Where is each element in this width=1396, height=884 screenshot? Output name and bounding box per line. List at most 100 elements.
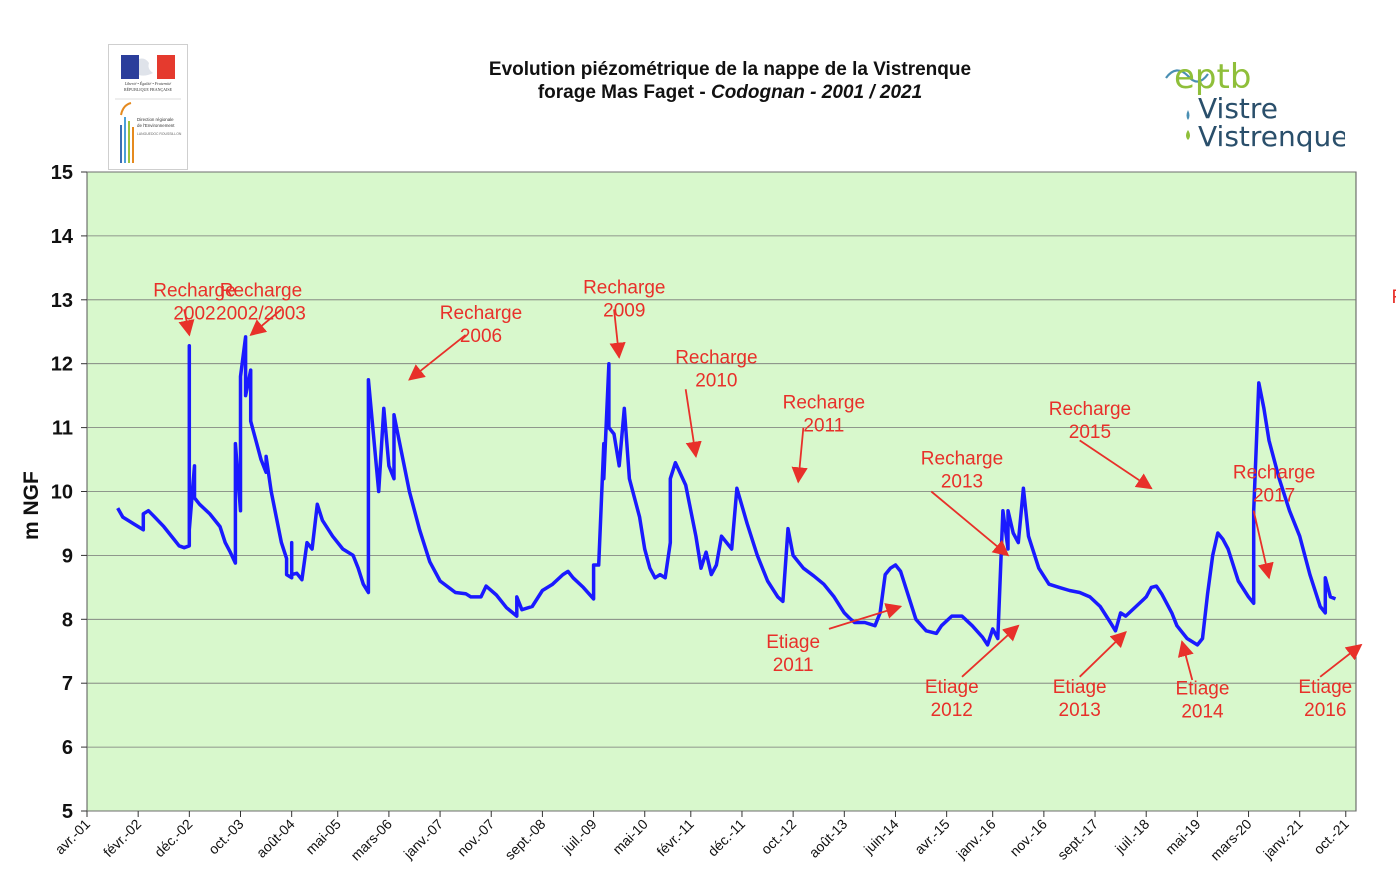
annotation-arrow [1252,510,1274,580]
chart-title-line2: forage Mas Faget - Codognan - 2001 / 202… [330,81,1130,104]
annotation-text: Recharge [153,281,235,302]
x-tick-label: janv.-07 [400,816,447,863]
annotation-text: Etiage [925,677,979,698]
x-tick-label: nov.-16 [1006,816,1050,860]
annotation-arrow [1319,643,1363,678]
chart-title-line2-italic: Codognan - 2001 / 2021 [710,82,923,103]
annotation-text: Recharge [220,281,302,302]
x-tick-label: août-13 [806,816,851,861]
grid-lines [87,171,1356,812]
x-tick-label: sept.-17 [1054,816,1101,863]
x-tick-label: mai-19 [1162,816,1204,858]
annotation-text: 2013 [941,472,983,493]
annotation-arrow [828,603,903,630]
annotation-text: 2002/2003 [216,304,306,325]
y-tick-label: 13 [51,290,73,312]
y-tick-label: 14 [51,226,74,248]
x-tick-label: juil.-18 [1111,816,1152,857]
annotation-text: Recharge [675,348,757,369]
x-tick-label: déc.-11 [704,816,748,860]
annotation-text: 2006 [460,326,502,347]
x-tick-label: oct.-21 [1310,816,1352,858]
annotation-text: Recharge [1233,463,1315,484]
x-tick-label: mai-05 [302,816,344,858]
annotation-text: 2010 [695,371,737,392]
x-tick-label: avr.-15 [911,816,953,858]
annotation-text: 2014 [1181,702,1224,723]
annotation-text: Recharge [783,392,865,413]
annotation-arrow [930,490,1010,557]
x-tick-label: nov.-07 [454,816,498,860]
annotation-arrow [408,334,467,381]
annotation-arrow [609,309,626,359]
x-tick-label: juin-14 [860,816,902,858]
y-tick-label: 15 [51,162,73,184]
y-tick-label: 10 [51,482,73,504]
annotation-arrow [1079,630,1127,678]
annotation-text: Recharge [440,303,522,324]
annotation-text: Etiage [766,632,820,653]
x-tick-label: déc.-02 [151,816,195,860]
annotation-text: 2002 [173,304,215,325]
x-tick-label: févr.-02 [100,816,144,860]
logo-dir-line3: LANGUEDOC ROUSSILLON [137,132,182,136]
republique-francaise-logo: Liberté • Égalité • Fraternité RÉPUBLIQU… [108,44,188,170]
annotation-text: Recharge [583,277,665,298]
annotation-text: Recharge [1392,287,1396,308]
x-axis: avr.-01 févr.-02 déc.-02 oct.-03 août-04 mai-… [52,811,1352,863]
annotation-text: 2016 [1304,700,1346,721]
eptb-acronym: eptb [1174,58,1251,97]
annotation-arrow [249,308,283,336]
y-tick-label: 11 [52,418,73,440]
series-line [116,335,1337,647]
eptb-line1: Vistre [1198,92,1278,125]
annotation-text: Etiage [1298,677,1352,698]
chart-title: Evolution piézométrique de la nappe de l… [330,58,1130,104]
x-tick-label: oct.-03 [205,816,247,858]
annotation-text: 2011 [803,415,844,436]
logo-dir-line1: Direction régionale [137,117,174,122]
logo-republique: RÉPUBLIQUE FRANÇAISE [124,87,173,92]
annotation-arrow [684,389,702,458]
annotation: Recharge2018 [1392,287,1396,308]
y-tick-label: 6 [62,737,73,759]
annotation-text: Etiage [1053,677,1107,698]
annotation-text: 2012 [931,700,973,721]
annotation-arrow [1079,439,1153,490]
annotation-arrow [791,427,808,484]
eptb-line2: Vistrenque [1198,120,1345,153]
x-tick-label: mars-06 [347,816,395,864]
annotation-text: Recharge [1049,399,1131,420]
x-tick-label: oct.-12 [758,816,800,858]
x-tick-label: mai-10 [609,816,651,858]
y-tick-label: 7 [62,673,73,695]
chart-title-line2-prefix: forage Mas Faget - [537,82,711,103]
chart-title-line1: Evolution piézométrique de la nappe de l… [488,59,972,80]
annotation-arrow [961,624,1020,678]
y-axis: 5 6 7 8 9 10 11 12 13 14 15 [51,162,87,823]
annotation-text: Etiage [1176,679,1230,700]
x-tick-label: janv.-21 [1259,816,1306,863]
eptb-logo: eptb Vistre Vistrenque [1160,57,1349,153]
x-tick-label: mars-20 [1207,816,1255,864]
marianne-icon: Liberté • Égalité • Fraternité RÉPUBLIQU… [115,55,182,163]
annotation-text: 2009 [603,300,645,321]
annotation-text: 2015 [1069,422,1111,443]
annotation-arrow [1177,640,1194,681]
annotation-arrow [178,309,195,337]
